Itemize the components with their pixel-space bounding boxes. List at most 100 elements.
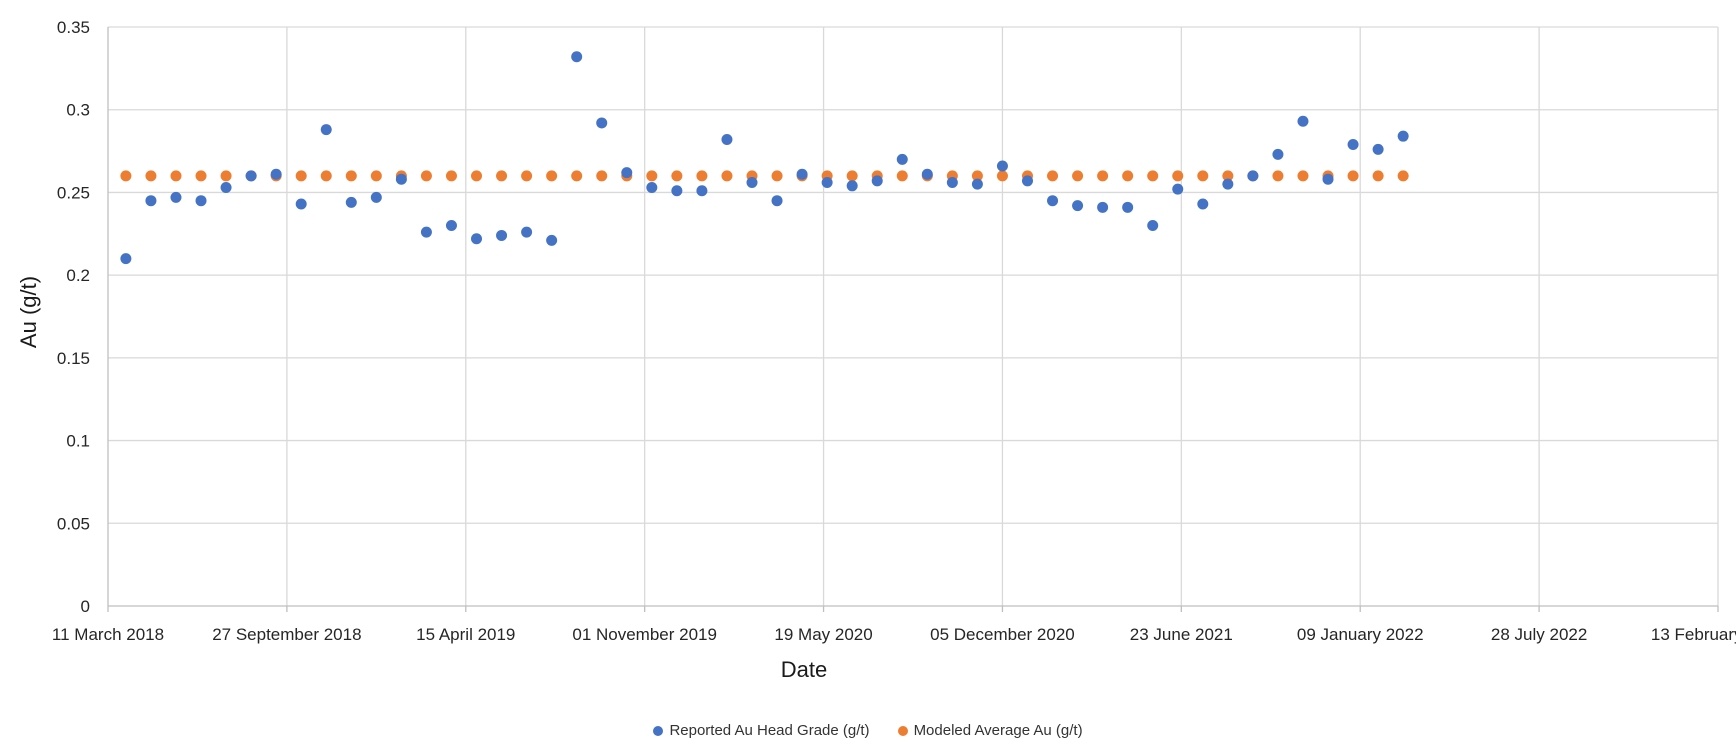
reported-point[interactable] bbox=[471, 233, 483, 245]
modeled-point[interactable] bbox=[496, 170, 508, 182]
x-tick-label: 27 September 2018 bbox=[212, 625, 361, 644]
modeled-point[interactable] bbox=[445, 170, 457, 182]
modeled-point[interactable] bbox=[420, 170, 432, 182]
x-tick-label: 09 January 2022 bbox=[1297, 625, 1424, 644]
modeled-point[interactable] bbox=[1047, 170, 1059, 182]
modeled-point[interactable] bbox=[1072, 170, 1084, 182]
modeled-point[interactable] bbox=[471, 170, 483, 182]
axes bbox=[107, 27, 1719, 612]
modeled-point[interactable] bbox=[771, 170, 783, 182]
reported-point[interactable] bbox=[1197, 198, 1209, 210]
modeled-point[interactable] bbox=[596, 170, 608, 182]
modeled-point[interactable] bbox=[971, 170, 983, 182]
reported-point[interactable] bbox=[821, 177, 833, 189]
modeled-point[interactable] bbox=[1222, 170, 1234, 182]
reported-point[interactable] bbox=[871, 175, 883, 187]
reported-point[interactable] bbox=[1397, 130, 1409, 142]
reported-point[interactable] bbox=[971, 178, 983, 190]
modeled-point[interactable] bbox=[295, 170, 307, 182]
modeled-point[interactable] bbox=[1122, 170, 1134, 182]
modeled-point[interactable] bbox=[1397, 170, 1409, 182]
reported-point[interactable] bbox=[496, 229, 508, 241]
modeled-point[interactable] bbox=[1297, 170, 1309, 182]
modeled-point[interactable] bbox=[1197, 170, 1209, 182]
modeled-point[interactable] bbox=[1372, 170, 1384, 182]
modeled-point[interactable] bbox=[1097, 170, 1109, 182]
reported-point[interactable] bbox=[671, 185, 683, 197]
reported-point[interactable] bbox=[1097, 201, 1109, 213]
reported-point[interactable] bbox=[796, 168, 808, 180]
modeled-point[interactable] bbox=[320, 170, 332, 182]
reported-point[interactable] bbox=[1347, 138, 1359, 150]
modeled-point[interactable] bbox=[846, 170, 858, 182]
reported-point[interactable] bbox=[646, 181, 658, 193]
reported-point[interactable] bbox=[445, 220, 457, 232]
reported-point[interactable] bbox=[846, 180, 858, 192]
modeled-point[interactable] bbox=[1347, 170, 1359, 182]
modeled-point[interactable] bbox=[521, 170, 533, 182]
reported-point[interactable] bbox=[1247, 170, 1259, 182]
reported-point[interactable] bbox=[571, 51, 583, 63]
reported-point[interactable] bbox=[220, 181, 232, 193]
modeled-point[interactable] bbox=[1147, 170, 1159, 182]
reported-point[interactable] bbox=[1172, 183, 1184, 195]
modeled-point[interactable] bbox=[1272, 170, 1284, 182]
modeled-point[interactable] bbox=[220, 170, 232, 182]
reported-point[interactable] bbox=[896, 153, 908, 165]
reported-point[interactable] bbox=[596, 117, 608, 129]
reported-point[interactable] bbox=[1147, 220, 1159, 232]
y-axis-title: Au (g/t) bbox=[16, 276, 41, 348]
reported-point[interactable] bbox=[345, 196, 357, 208]
reported-point[interactable] bbox=[1047, 195, 1059, 207]
reported-point[interactable] bbox=[696, 185, 708, 197]
reported-point[interactable] bbox=[120, 253, 132, 265]
x-tick-label: 15 April 2019 bbox=[416, 625, 515, 644]
modeled-point[interactable] bbox=[721, 170, 733, 182]
reported-point[interactable] bbox=[1222, 178, 1234, 190]
reported-point[interactable] bbox=[771, 195, 783, 207]
modeled-point[interactable] bbox=[170, 170, 182, 182]
reported-point[interactable] bbox=[295, 198, 307, 210]
modeled-point[interactable] bbox=[546, 170, 558, 182]
modeled-point[interactable] bbox=[1172, 170, 1184, 182]
legend-item-modeled[interactable]: Modeled Average Au (g/t) bbox=[897, 722, 1083, 739]
reported-point[interactable] bbox=[946, 177, 958, 189]
modeled-point[interactable] bbox=[696, 170, 708, 182]
reported-point[interactable] bbox=[1122, 201, 1134, 213]
reported-point[interactable] bbox=[521, 226, 533, 238]
modeled-point[interactable] bbox=[896, 170, 908, 182]
reported-point[interactable] bbox=[1322, 173, 1334, 185]
reported-point[interactable] bbox=[320, 124, 332, 136]
reported-point[interactable] bbox=[621, 167, 633, 179]
modeled-point[interactable] bbox=[145, 170, 157, 182]
reported-point[interactable] bbox=[721, 133, 733, 145]
modeled-point[interactable] bbox=[671, 170, 683, 182]
reported-point[interactable] bbox=[996, 160, 1008, 172]
reported-point[interactable] bbox=[370, 191, 382, 203]
reported-point[interactable] bbox=[1372, 143, 1384, 155]
reported-point[interactable] bbox=[145, 195, 157, 207]
legend-item-reported[interactable]: Reported Au Head Grade (g/t) bbox=[653, 722, 870, 739]
reported-point[interactable] bbox=[395, 173, 407, 185]
reported-point[interactable] bbox=[420, 226, 432, 238]
modeled-point[interactable] bbox=[120, 170, 132, 182]
reported-point[interactable] bbox=[195, 195, 207, 207]
reported-point[interactable] bbox=[921, 168, 933, 180]
modeled-point[interactable] bbox=[571, 170, 583, 182]
reported-point[interactable] bbox=[170, 191, 182, 203]
reported-point[interactable] bbox=[1297, 115, 1309, 127]
modeled-point[interactable] bbox=[996, 170, 1008, 182]
legend: Reported Au Head Grade (g/t) Modeled Ave… bbox=[0, 722, 1736, 739]
modeled-point[interactable] bbox=[370, 170, 382, 182]
reported-point[interactable] bbox=[270, 168, 282, 180]
reported-point[interactable] bbox=[1021, 175, 1033, 187]
reported-point[interactable] bbox=[746, 177, 758, 189]
reported-point[interactable] bbox=[1072, 200, 1084, 212]
reported-point[interactable] bbox=[245, 170, 257, 182]
modeled-point[interactable] bbox=[646, 170, 658, 182]
modeled-point[interactable] bbox=[195, 170, 207, 182]
reported-point[interactable] bbox=[1272, 148, 1284, 160]
modeled-point[interactable] bbox=[345, 170, 357, 182]
reported-point[interactable] bbox=[546, 234, 558, 246]
